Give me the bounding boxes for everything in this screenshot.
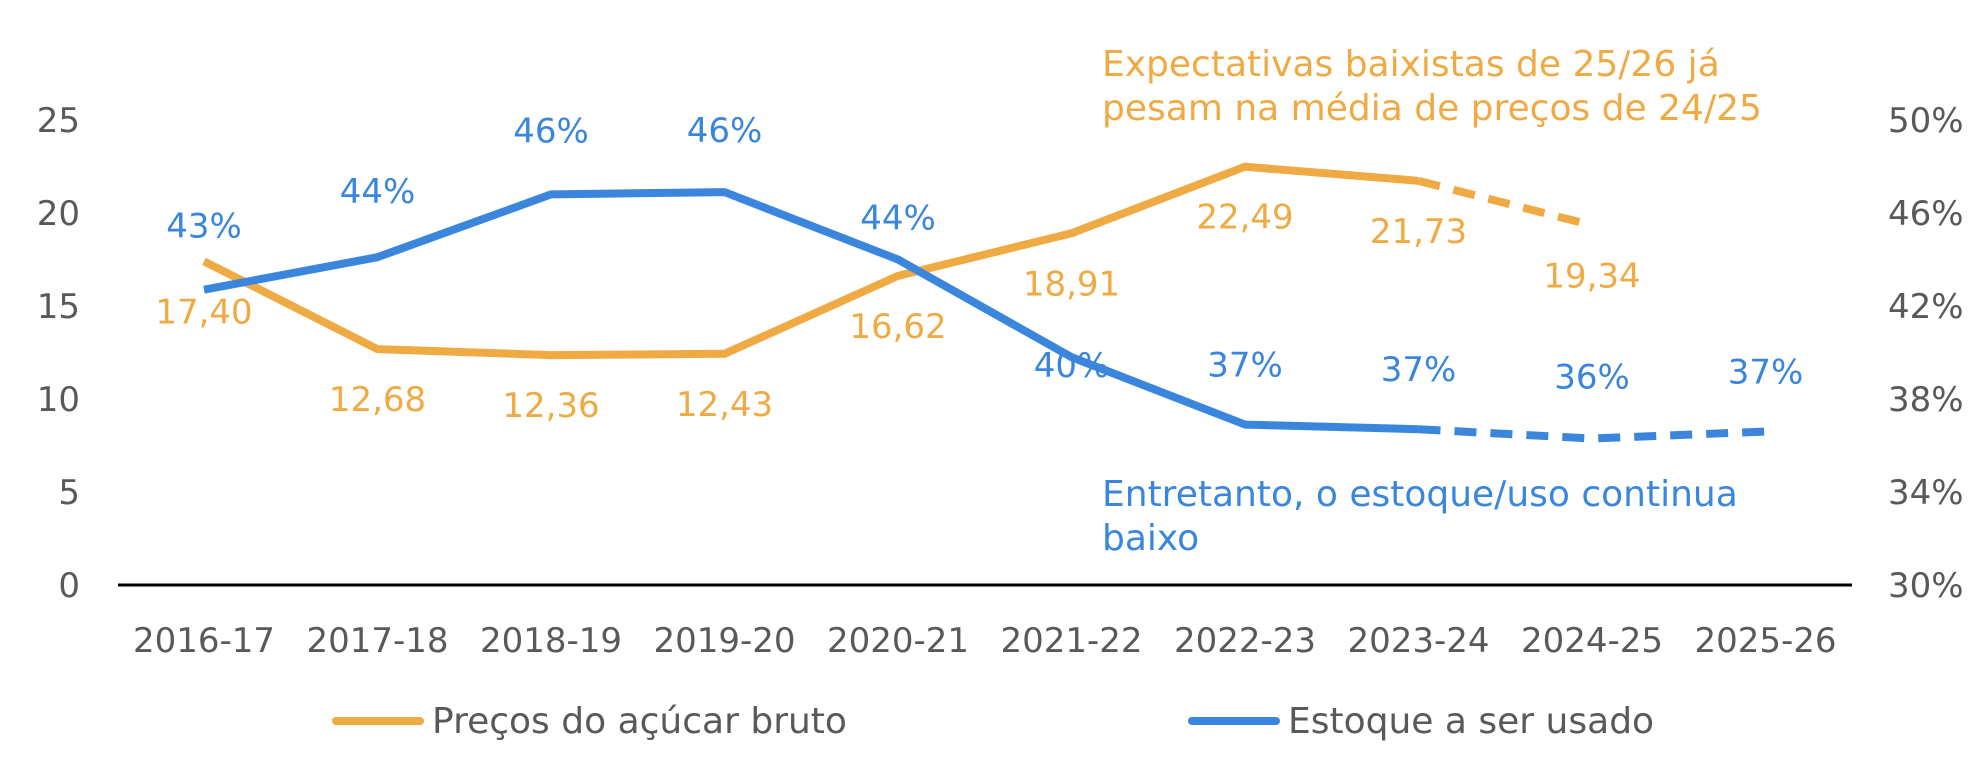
- left-axis-tick-label: 0: [58, 566, 80, 606]
- x-axis-tick-label: 2022-23: [1174, 621, 1316, 661]
- series-line-stock-projected: [1418, 425, 1766, 443]
- data-label-price: 22,49: [1196, 198, 1293, 238]
- data-label-stock: 43%: [166, 207, 242, 247]
- data-label-price: 18,91: [1023, 264, 1120, 304]
- right-axis-tick-label: 30%: [1888, 566, 1964, 606]
- data-label-stock: 44%: [860, 199, 936, 239]
- left-axis-tick-label: 15: [37, 287, 80, 327]
- annotation-stock-line-2: baixo: [1102, 518, 1199, 559]
- x-axis: 2016-17 2017-18 2018-19 2019-20 2020-21 2021-…: [133, 621, 1837, 661]
- right-axis-tick-label: 38%: [1888, 380, 1964, 420]
- data-label-price: 12,68: [329, 380, 426, 420]
- x-axis-tick-label: 2021-22: [1000, 621, 1142, 661]
- x-axis-tick-label: 2020-21: [827, 621, 969, 661]
- data-labels: 17,40 12,68 12,36 12,43 16,62 18,91 22,49 21,73…: [155, 111, 1803, 426]
- annotation-price-line-2: pesam na média de preços de 24/25: [1102, 88, 1762, 129]
- legend-label-price: Preços do açúcar bruto: [432, 701, 847, 742]
- left-axis-tick-label: 25: [37, 101, 80, 141]
- series-line-stock: [203, 188, 1419, 434]
- left-axis-tick-label: 10: [37, 380, 80, 420]
- data-label-stock: 37%: [1728, 353, 1804, 393]
- data-label-stock: 46%: [513, 111, 589, 151]
- data-label-price: 19,34: [1543, 256, 1640, 296]
- series-layer: [202, 162, 1766, 443]
- data-label-price: 17,40: [155, 292, 252, 332]
- right-axis-tick-label: 50%: [1888, 101, 1964, 141]
- data-label-stock: 46%: [687, 111, 763, 151]
- right-axis-tick-label: 42%: [1888, 287, 1964, 327]
- data-label-stock: 37%: [1381, 350, 1457, 390]
- data-label-price: 21,73: [1370, 212, 1467, 252]
- series-line-price-projected: [1417, 176, 1593, 230]
- data-label-stock: 36%: [1554, 358, 1630, 398]
- left-axis-tick-label: 20: [37, 194, 80, 234]
- left-axis-tick-label: 5: [58, 473, 80, 513]
- data-label-stock: 44%: [340, 172, 416, 212]
- x-axis-tick-label: 2017-18: [306, 621, 448, 661]
- right-axis-tick-label: 46%: [1888, 194, 1964, 234]
- x-axis-tick-label: 2024-25: [1521, 621, 1663, 661]
- data-label-stock: 37%: [1207, 346, 1283, 386]
- right-axis: 30% 34% 38% 42% 46% 50%: [1888, 101, 1964, 606]
- right-axis-tick-label: 34%: [1888, 473, 1964, 513]
- legend-label-stock: Estoque a ser usado: [1288, 701, 1654, 742]
- data-label-price: 12,36: [502, 386, 599, 426]
- data-label-price: 12,43: [676, 385, 773, 425]
- series-line-price: [202, 162, 1419, 360]
- x-axis-tick-label: 2019-20: [653, 621, 795, 661]
- x-axis-tick-label: 2023-24: [1347, 621, 1489, 661]
- x-axis-tick-label: 2016-17: [133, 621, 275, 661]
- annotation-stock-line-1: Entretanto, o estoque/uso continua: [1102, 474, 1738, 515]
- annotation-price-line-1: Expectativas baixistas de 25/26 já: [1102, 44, 1720, 85]
- x-axis-tick-label: 2018-19: [480, 621, 622, 661]
- x-axis-tick-label: 2025-26: [1694, 621, 1836, 661]
- legend: Preços do açúcar bruto Estoque a ser usa…: [332, 701, 1654, 742]
- left-axis: 0 5 10 15 20 25: [37, 101, 80, 606]
- data-label-price: 16,62: [849, 307, 946, 347]
- data-label-stock: 40%: [1034, 346, 1110, 386]
